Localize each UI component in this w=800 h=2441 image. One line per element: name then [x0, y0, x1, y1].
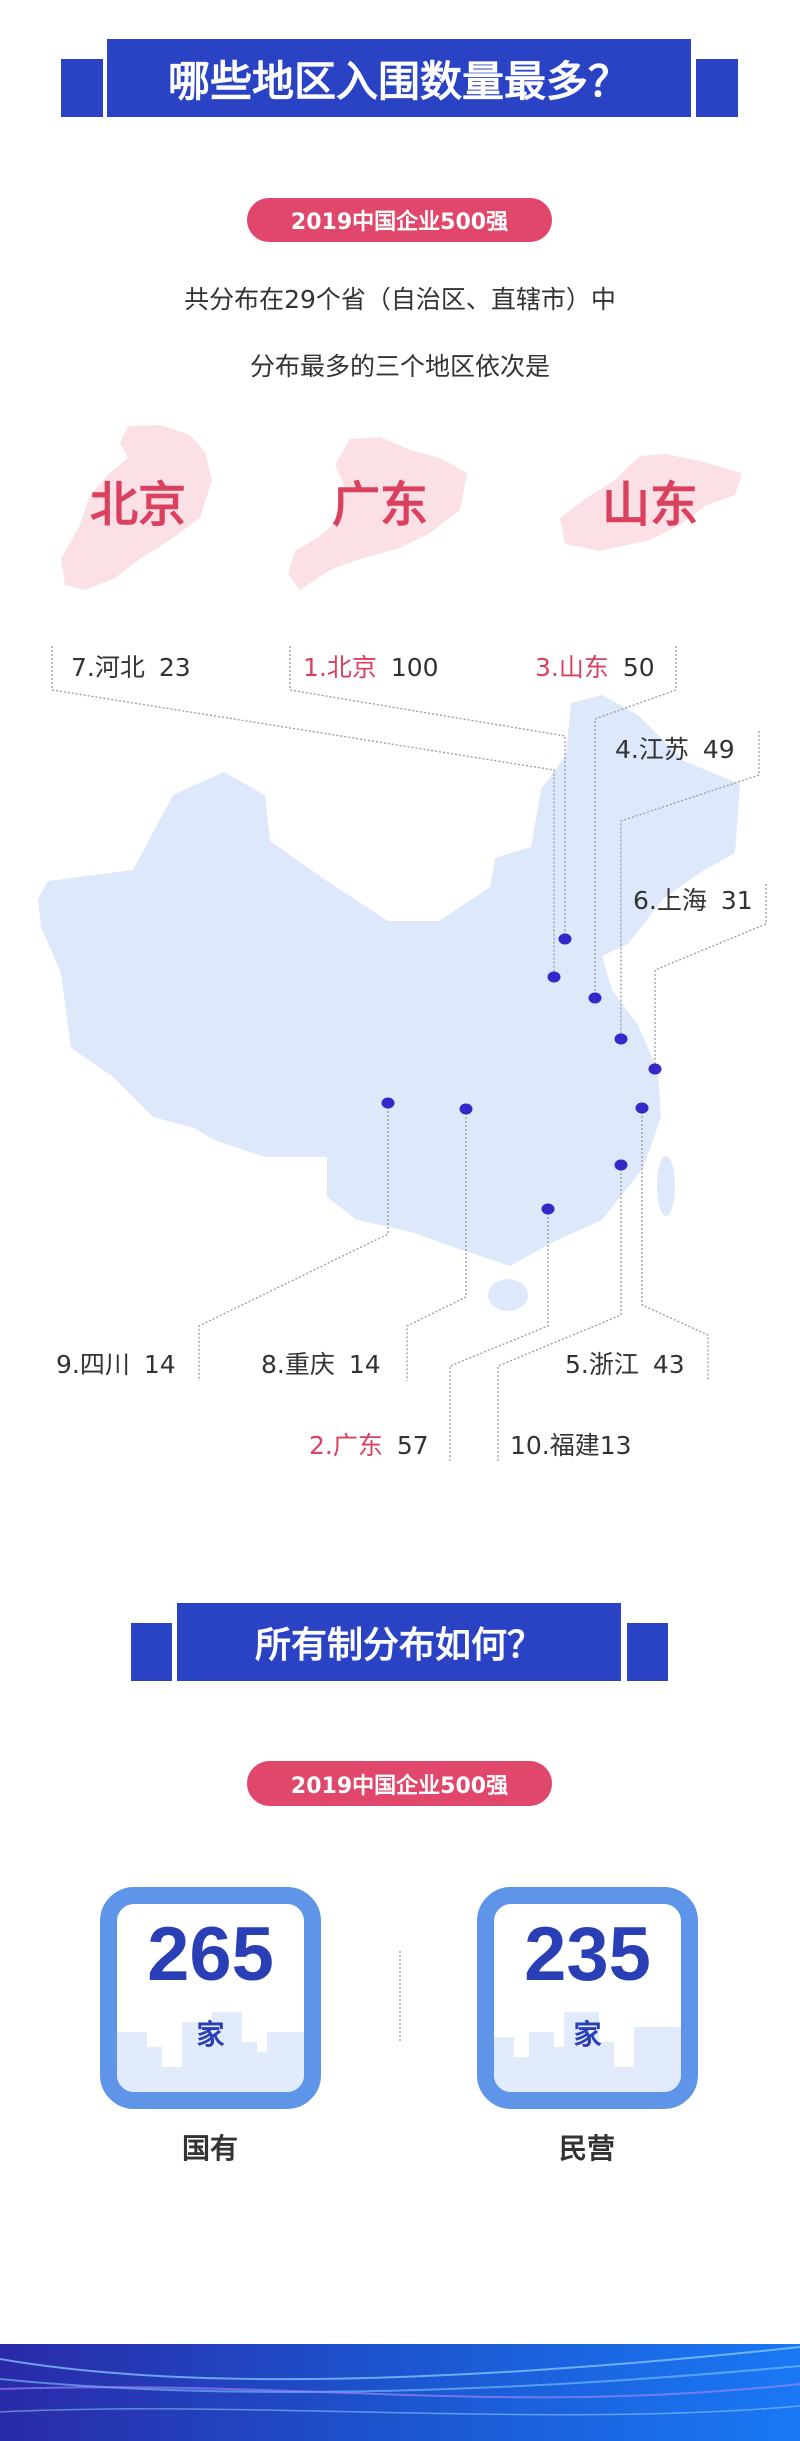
- leader-line: [406, 1109, 467, 1381]
- region-dot: [541, 1203, 555, 1215]
- section-title: 所有制分布如何？: [177, 1603, 621, 1681]
- region-dot: [558, 933, 572, 945]
- top-region-3: 山东: [601, 477, 699, 533]
- leader-line: [641, 1108, 709, 1381]
- header-decoration-right: [627, 1623, 668, 1681]
- header-decoration-right: [696, 59, 738, 117]
- intro-line-1: 共分布在29个省（自治区、直辖市）中: [184, 285, 616, 314]
- region-dot: [459, 1103, 473, 1115]
- region-label: 1.北京 100: [303, 653, 439, 683]
- region-dot: [635, 1102, 649, 1114]
- header-decoration-left: [131, 1623, 172, 1681]
- region-label: 10.福建13: [510, 1431, 632, 1461]
- taiwan-shape: [657, 1156, 675, 1216]
- region-count: 14: [143, 1350, 176, 1379]
- region-label: 4.江苏 49: [615, 735, 735, 765]
- china-mainland-shape: [38, 695, 740, 1266]
- region-label: 6.上海 31: [633, 886, 753, 916]
- region-name: 6.上海: [633, 886, 707, 915]
- region-name: 8.重庆: [261, 1350, 335, 1379]
- leader-line: [654, 884, 767, 1069]
- region-label: 5.浙江 43: [565, 1350, 685, 1380]
- section-title: 哪些地区入围数量最多？: [107, 39, 691, 117]
- region-label: 3.山东 50: [535, 653, 655, 683]
- region-name: 1.北京: [303, 653, 377, 682]
- region-dot: [547, 971, 561, 983]
- region-name: 10.福建: [510, 1431, 600, 1460]
- divider: [399, 1951, 401, 2041]
- guangdong-shape: [288, 437, 467, 590]
- leader-line: [449, 1209, 549, 1461]
- region-name: 3.山东: [535, 653, 609, 682]
- region-name: 2.广东: [309, 1431, 383, 1460]
- region-count: 31: [720, 886, 753, 915]
- unit-label: 家: [196, 2018, 225, 2051]
- region-count: 23: [158, 653, 191, 682]
- region-name: 7.河北: [71, 653, 145, 682]
- region-count: 13: [599, 1431, 632, 1460]
- region-name: 4.江苏: [615, 735, 689, 764]
- beijing-shape: [61, 425, 212, 590]
- leader-line: [594, 646, 677, 998]
- leader-line: [51, 646, 555, 977]
- china-map: [38, 695, 740, 1311]
- region-label: 9.四川 14: [56, 1350, 176, 1380]
- region-count: 49: [702, 735, 735, 764]
- top-region-1: 北京: [89, 477, 187, 533]
- leader-line: [289, 646, 566, 939]
- region-count: 57: [396, 1431, 429, 1460]
- private-card: 235 家: [477, 1887, 698, 2109]
- region-label: 8.重庆 14: [261, 1350, 381, 1380]
- hainan-shape: [488, 1279, 528, 1311]
- header-decoration-left: [61, 59, 103, 117]
- leader-line: [620, 731, 760, 1039]
- footer-banner: [0, 2344, 800, 2441]
- region-name: 9.四川: [56, 1350, 130, 1379]
- region-dot: [381, 1097, 395, 1109]
- private-count: 235: [524, 1912, 651, 1997]
- region-dot: [648, 1063, 662, 1075]
- leader-line: [497, 1165, 622, 1461]
- leader-line: [198, 1103, 389, 1381]
- state-owned-card: 265 家: [100, 1887, 321, 2109]
- region-name: 5.浙江: [565, 1350, 639, 1379]
- region-label: 7.河北 23: [71, 653, 191, 683]
- region-dot: [614, 1159, 628, 1171]
- skyline-icon: [494, 2012, 681, 2092]
- region-count: 100: [390, 653, 439, 682]
- top-region-2: 广东: [331, 477, 429, 533]
- region-label: 2.广东 57: [309, 1431, 429, 1461]
- badge: 2019中国企业500强: [247, 198, 552, 242]
- unit-label: 家: [573, 2018, 602, 2051]
- state-owned-caption: 国有: [181, 2132, 239, 2165]
- region-dot: [588, 992, 602, 1004]
- region-dot: [614, 1033, 628, 1045]
- region-count: 43: [652, 1350, 685, 1379]
- region-count: 14: [348, 1350, 381, 1379]
- private-caption: 民营: [558, 2132, 616, 2165]
- skyline-icon: [117, 2012, 304, 2092]
- badge: 2019中国企业500强: [247, 1761, 552, 1806]
- intro-line-2: 分布最多的三个地区依次是: [249, 352, 550, 381]
- state-owned-count: 265: [147, 1912, 274, 1997]
- shandong-shape: [560, 454, 742, 551]
- region-count: 50: [622, 653, 655, 682]
